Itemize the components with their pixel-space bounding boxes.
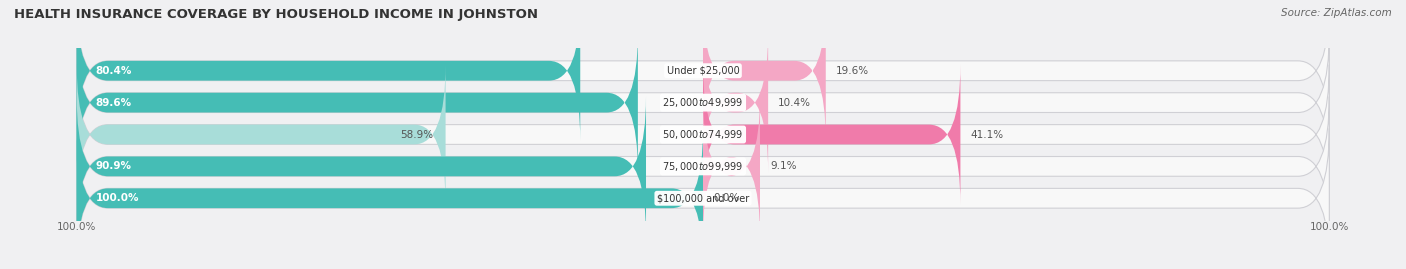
FancyBboxPatch shape <box>77 33 1329 172</box>
FancyBboxPatch shape <box>77 128 1329 268</box>
Text: $25,000 to $49,999: $25,000 to $49,999 <box>662 96 744 109</box>
Text: 100.0%: 100.0% <box>58 222 97 232</box>
FancyBboxPatch shape <box>77 1 1329 141</box>
FancyBboxPatch shape <box>703 97 761 236</box>
FancyBboxPatch shape <box>77 33 638 172</box>
Text: 10.4%: 10.4% <box>778 98 811 108</box>
Text: 80.4%: 80.4% <box>96 66 132 76</box>
Text: $50,000 to $74,999: $50,000 to $74,999 <box>662 128 744 141</box>
Text: $75,000 to $99,999: $75,000 to $99,999 <box>662 160 744 173</box>
Text: HEALTH INSURANCE COVERAGE BY HOUSEHOLD INCOME IN JOHNSTON: HEALTH INSURANCE COVERAGE BY HOUSEHOLD I… <box>14 8 538 21</box>
Text: Source: ZipAtlas.com: Source: ZipAtlas.com <box>1281 8 1392 18</box>
FancyBboxPatch shape <box>77 65 446 204</box>
FancyBboxPatch shape <box>77 65 1329 204</box>
FancyBboxPatch shape <box>77 128 703 268</box>
Legend: With Coverage, Without Coverage: With Coverage, Without Coverage <box>585 268 821 269</box>
Text: 41.1%: 41.1% <box>970 129 1004 140</box>
Text: $100,000 and over: $100,000 and over <box>657 193 749 203</box>
Text: 58.9%: 58.9% <box>399 129 433 140</box>
FancyBboxPatch shape <box>77 97 645 236</box>
Text: Under $25,000: Under $25,000 <box>666 66 740 76</box>
Text: 100.0%: 100.0% <box>1309 222 1348 232</box>
FancyBboxPatch shape <box>703 33 768 172</box>
Text: 19.6%: 19.6% <box>835 66 869 76</box>
Text: 90.9%: 90.9% <box>96 161 132 171</box>
FancyBboxPatch shape <box>703 1 825 141</box>
FancyBboxPatch shape <box>703 65 960 204</box>
Text: 100.0%: 100.0% <box>96 193 139 203</box>
FancyBboxPatch shape <box>77 97 1329 236</box>
Text: 89.6%: 89.6% <box>96 98 132 108</box>
FancyBboxPatch shape <box>77 1 581 141</box>
Text: 0.0%: 0.0% <box>713 193 740 203</box>
Text: 9.1%: 9.1% <box>770 161 797 171</box>
